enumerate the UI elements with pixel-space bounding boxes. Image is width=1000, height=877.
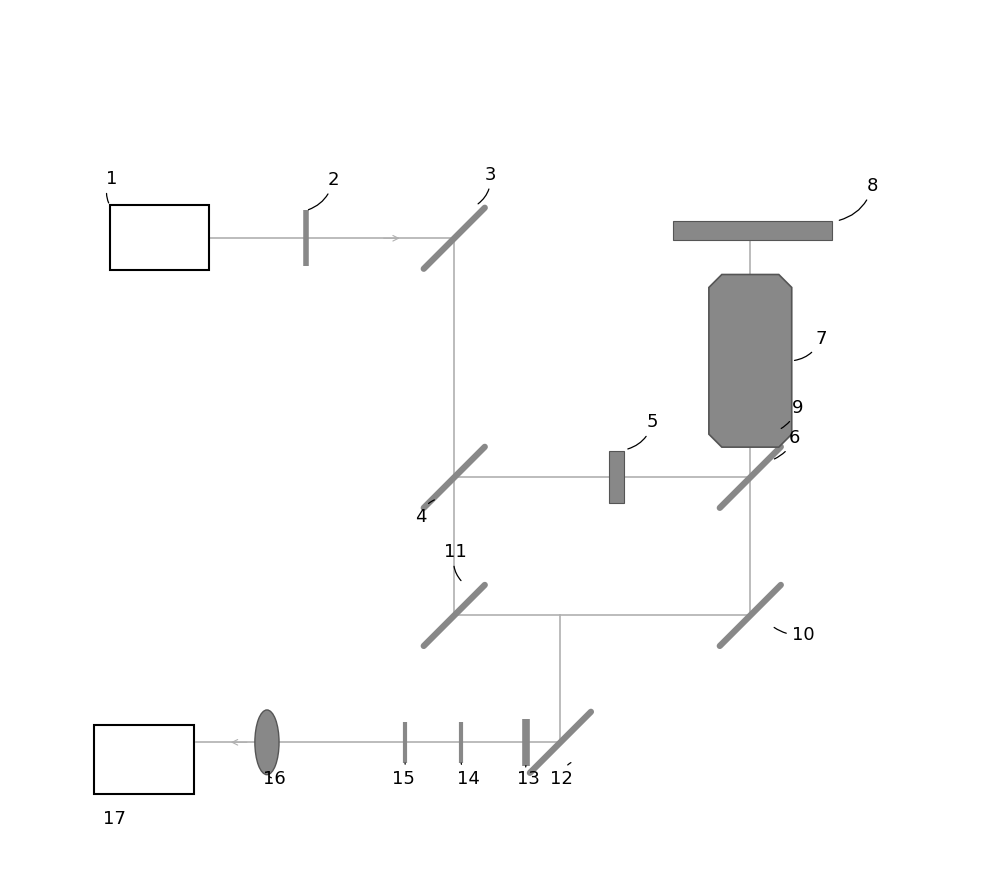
- Text: 8: 8: [839, 177, 878, 220]
- Text: 14: 14: [457, 763, 480, 788]
- Text: 16: 16: [263, 770, 285, 788]
- Text: 1: 1: [106, 170, 117, 203]
- Text: 17: 17: [103, 810, 126, 828]
- Text: 6: 6: [774, 429, 801, 459]
- Text: 4: 4: [415, 500, 434, 526]
- Text: 11: 11: [444, 543, 467, 581]
- Polygon shape: [709, 275, 792, 447]
- Text: 5: 5: [628, 413, 658, 449]
- Text: 10: 10: [774, 625, 814, 644]
- Text: 12: 12: [550, 763, 573, 788]
- Bar: [94, 725, 194, 794]
- Bar: [110, 205, 209, 270]
- Text: 13: 13: [517, 766, 540, 788]
- Bar: [673, 221, 832, 240]
- Text: 3: 3: [478, 166, 496, 203]
- Text: 9: 9: [781, 399, 803, 429]
- Ellipse shape: [255, 710, 279, 774]
- Bar: [609, 452, 624, 503]
- Text: 2: 2: [308, 171, 339, 210]
- Text: 7: 7: [794, 330, 827, 360]
- Text: 15: 15: [392, 763, 415, 788]
